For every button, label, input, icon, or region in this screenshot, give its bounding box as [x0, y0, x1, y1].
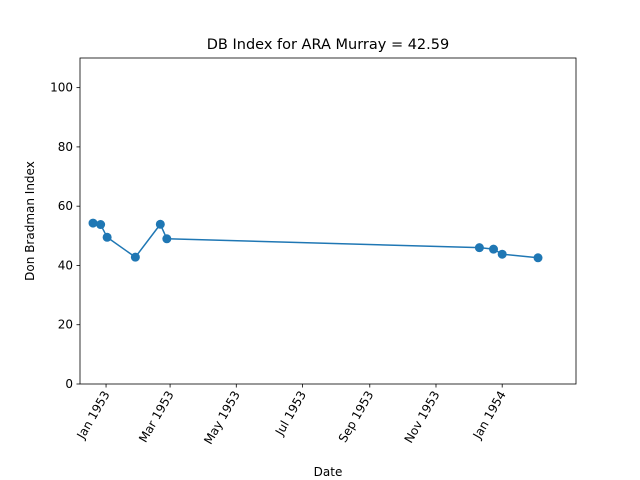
axes-frame [79, 57, 577, 385]
data-point [489, 244, 499, 254]
plot-area: 0 20 40 60 80 100 Jan 1953 Mar 1953 May 1953 Jul … [50, 57, 577, 447]
data-point [474, 243, 484, 253]
x-tick-label: Sep 1953 [336, 389, 377, 445]
data-point [88, 218, 98, 228]
y-tick-label: 20 [58, 318, 73, 332]
x-tick-label: Jul 1953 [272, 389, 309, 439]
y-tick-label: 100 [50, 81, 73, 95]
y-tick-label: 40 [58, 258, 73, 272]
x-tick-label: Nov 1953 [402, 389, 443, 446]
data-point [162, 234, 172, 244]
data-point [102, 232, 112, 242]
data-point [130, 252, 140, 262]
y-tick-label: 60 [58, 199, 73, 213]
data-point [533, 253, 543, 263]
data-point [497, 249, 507, 259]
y-tick-label: 80 [58, 140, 73, 154]
y-axis-label: Don Bradman Index [23, 161, 37, 281]
chart-title: DB Index for ARA Murray = 42.59 [207, 37, 449, 53]
series-line [92, 222, 539, 259]
x-tick-label: May 1953 [201, 389, 243, 447]
x-axis-label: Date [314, 465, 343, 479]
x-tick-label: Jan 1954 [470, 389, 509, 443]
y-tick-label: 0 [65, 377, 73, 391]
x-tick-label: Mar 1953 [136, 389, 177, 445]
data-point [155, 219, 165, 229]
data-point [96, 220, 106, 230]
x-tick-label: Jan 1953 [74, 389, 113, 443]
